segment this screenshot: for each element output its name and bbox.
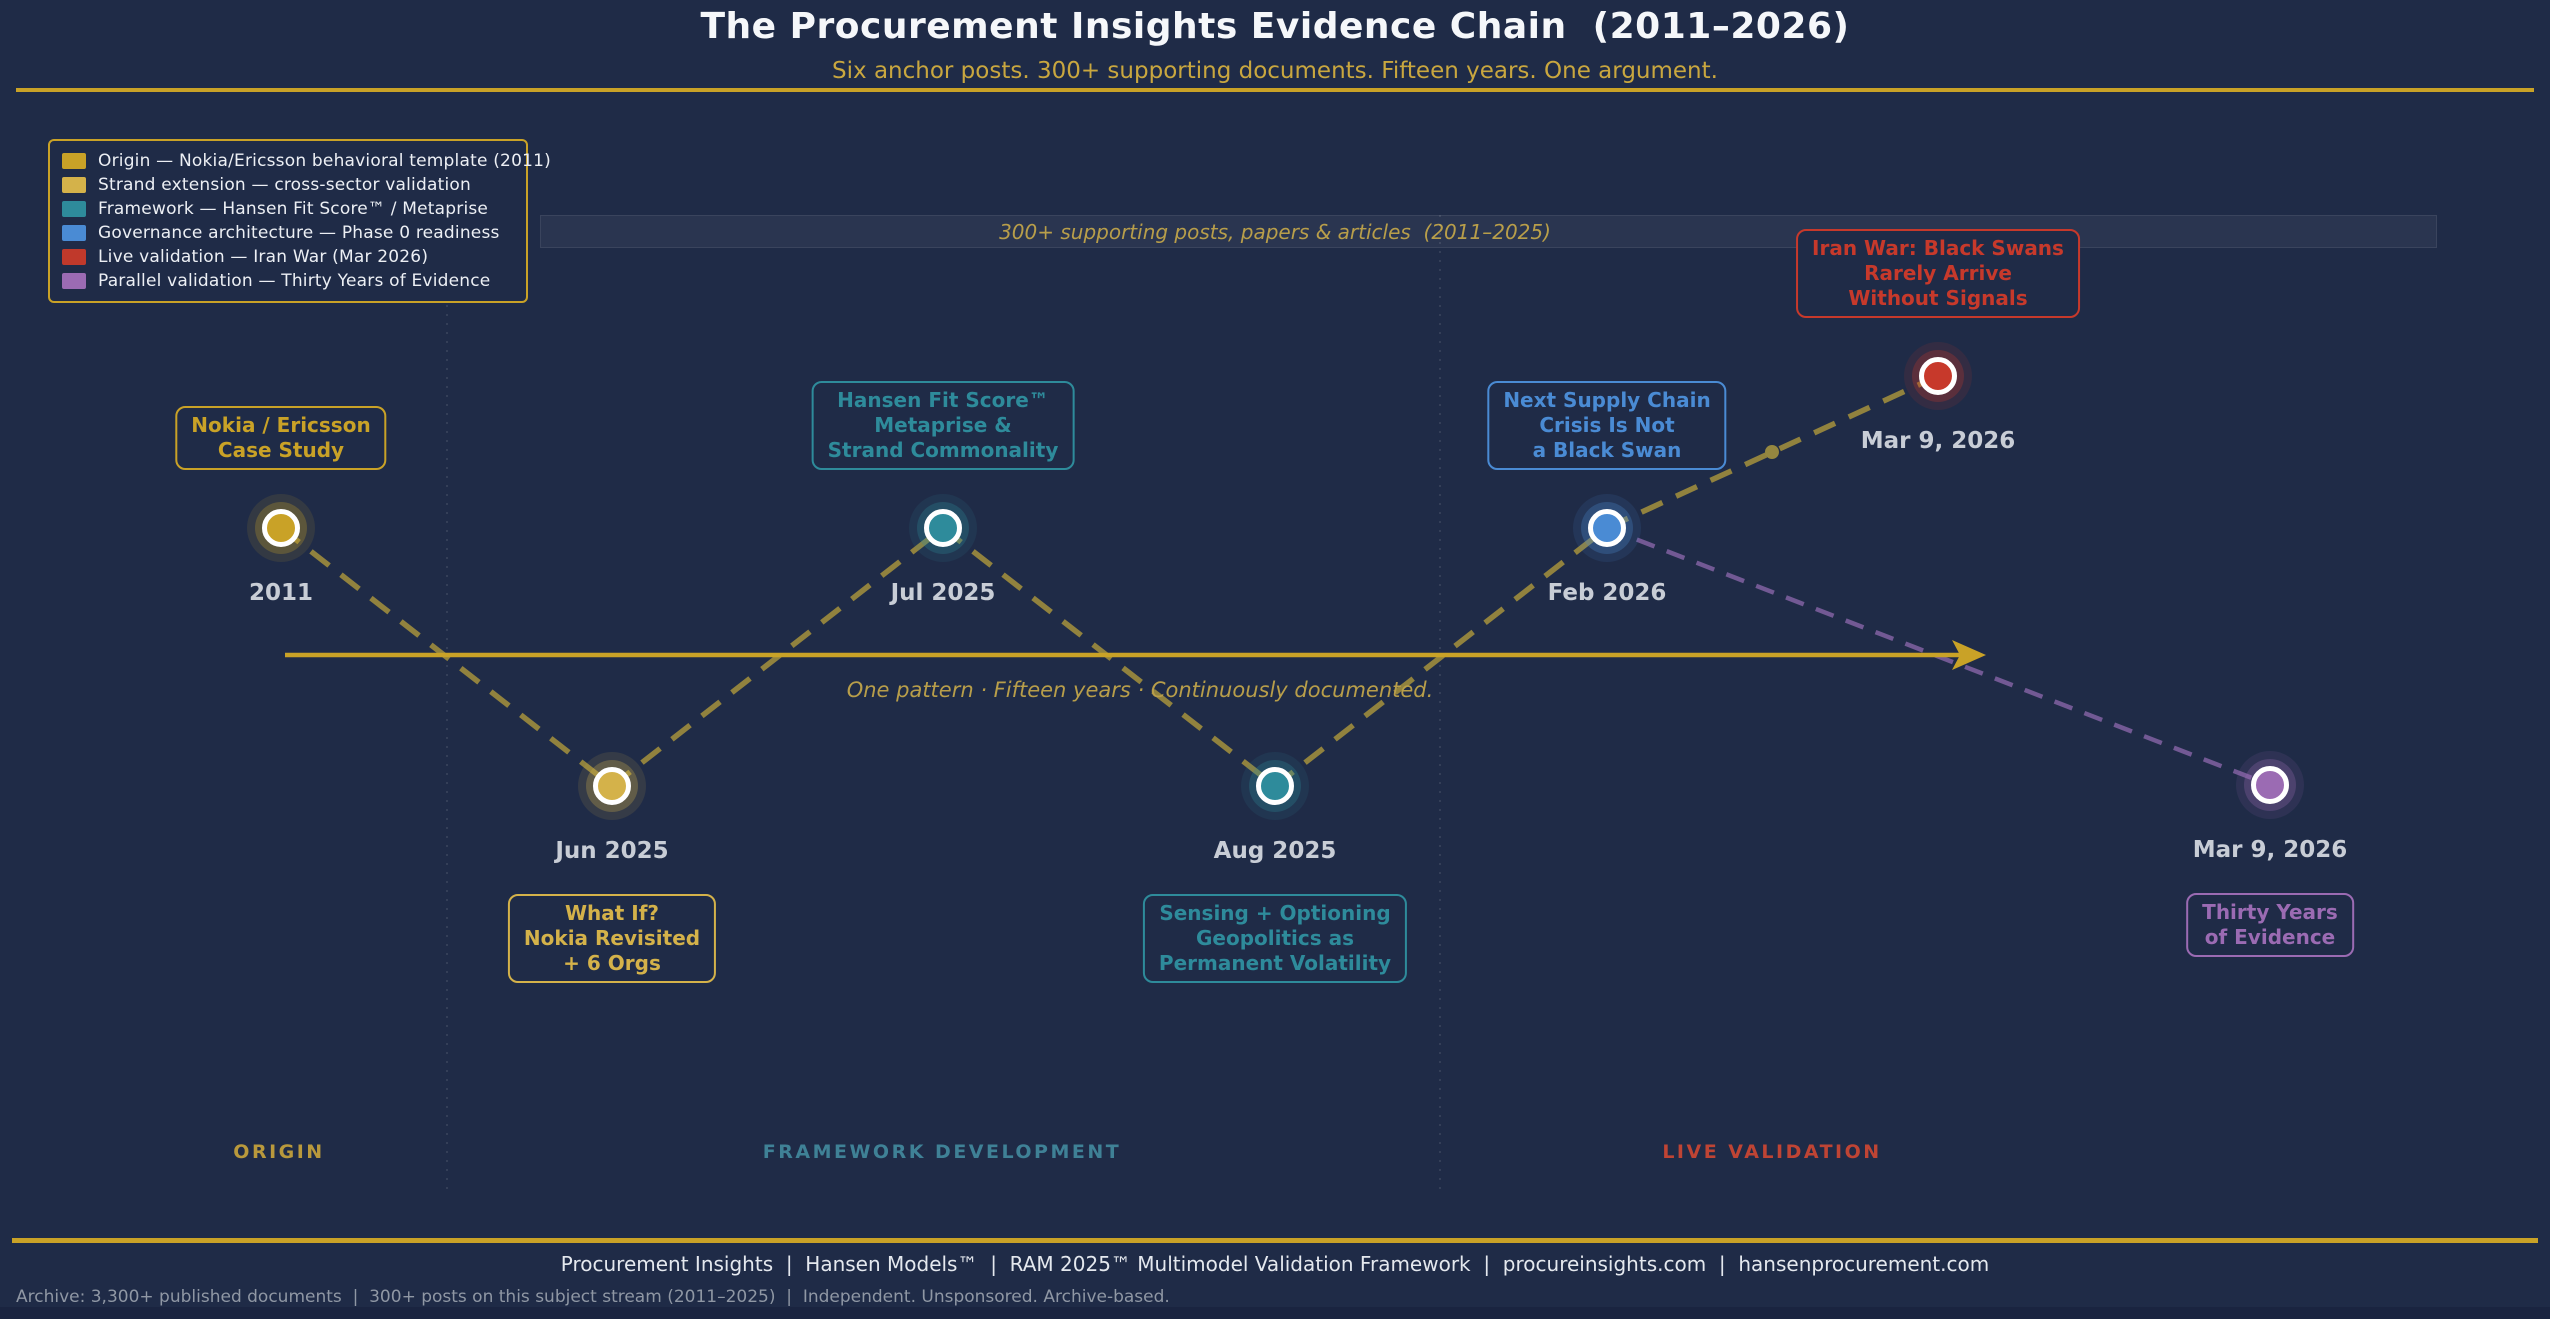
supporting-band-label: 300+ supporting posts, papers & articles… (999, 220, 1551, 244)
legend-swatch (62, 249, 86, 265)
axis-caption: One pattern · Fifteen years · Continuous… (846, 678, 1434, 702)
timeline-node-feb-2026 (1588, 509, 1626, 547)
legend-item-label: Origin — Nokia/Ericsson behavioral templ… (98, 151, 551, 171)
legend-swatch (62, 273, 86, 289)
legend-item: Live validation — Iran War (Mar 2026) (62, 245, 514, 269)
legend-item: Framework — Hansen Fit Score™ / Metapris… (62, 197, 514, 221)
timeline-node-jul-2025 (924, 509, 962, 547)
node-label-box-jul-2025: Hansen Fit Score™ Metaprise & Strand Com… (811, 381, 1075, 470)
timeline-node-jun-2025 (593, 767, 631, 805)
node-date-label-feb-2026: Feb 2026 (1547, 580, 1667, 606)
legend-box: Origin — Nokia/Ericsson behavioral templ… (48, 139, 551, 303)
timeline-node-mar-2026-thirty-years (2251, 766, 2289, 804)
supporting-band (540, 215, 2437, 248)
legend-swatch (62, 177, 86, 193)
node-label-box-origin-2011: Nokia / Ericsson Case Study (175, 406, 387, 470)
legend-item: Strand extension — cross-sector validati… (62, 173, 514, 197)
node-date-label-jun-2025: Jun 2025 (555, 838, 669, 864)
footer-archive-note: Archive: 3,300+ published documents | 30… (16, 1287, 1170, 1307)
section-label-framework-development: FRAMEWORK DEVELOPMENT (762, 1141, 1122, 1163)
footer-rule (12, 1238, 2538, 1243)
poster-title: The Procurement Insights Evidence Chain … (700, 6, 1850, 47)
node-date-label-mar-2026-iran-war: Mar 9, 2026 (1860, 428, 2016, 454)
axis-arrowhead (1952, 640, 1986, 670)
legend-item-label: Governance architecture — Phase 0 readin… (98, 223, 500, 243)
node-label-box-mar-2026-iran-war: Iran War: Black Swans Rarely Arrive With… (1796, 229, 2080, 318)
timeline-node-mar-2026-iran-war (1919, 357, 1957, 395)
legend-items: Origin — Nokia/Ericsson behavioral templ… (62, 149, 551, 293)
section-label-origin: ORIGIN (233, 1141, 325, 1163)
evidence-chain-segment (1605, 373, 1940, 531)
chain-midpoint-dot (1765, 445, 1779, 459)
node-label-box-aug-2025: Sensing + Optioning Geopolitics as Perma… (1142, 894, 1408, 983)
node-date-label-origin-2011: 2011 (248, 580, 314, 606)
timeline-node-aug-2025 (1256, 767, 1294, 805)
legend-item-label: Framework — Hansen Fit Score™ / Metapris… (98, 199, 489, 219)
legend-swatch (62, 225, 86, 241)
timeline-node-origin-2011 (262, 509, 300, 547)
legend-item-label: Live validation — Iran War (Mar 2026) (98, 247, 429, 267)
node-label-box-mar-2026-thirty-years: Thirty Years of Evidence (2186, 893, 2354, 957)
section-label-live-validation: LIVE VALIDATION (1662, 1141, 1882, 1163)
node-date-label-jul-2025: Jul 2025 (890, 580, 996, 606)
node-label-box-jun-2025: What If? Nokia Revisited + 6 Orgs (507, 894, 717, 983)
legend-item: Parallel validation — Thirty Years of Ev… (62, 269, 514, 293)
node-date-label-mar-2026-thirty-years: Mar 9, 2026 (2192, 837, 2348, 863)
footer-credits: Procurement Insights | Hansen Models™ | … (560, 1252, 1990, 1276)
legend-item-label: Strand extension — cross-sector validati… (98, 175, 471, 195)
legend-item: Governance architecture — Phase 0 readin… (62, 221, 514, 245)
node-label-box-feb-2026: Next Supply Chain Crisis Is Not a Black … (1487, 381, 1727, 470)
legend-swatch (62, 201, 86, 217)
bottom-edge-strip (0, 1307, 2550, 1319)
top-divider-rule (16, 88, 2534, 92)
poster-subtitle: Six anchor posts. 300+ supporting docume… (832, 58, 1718, 84)
node-date-label-aug-2025: Aug 2025 (1213, 838, 1337, 864)
legend-item-label: Parallel validation — Thirty Years of Ev… (98, 271, 491, 291)
legend-item: Origin — Nokia/Ericsson behavioral templ… (62, 149, 551, 173)
legend-swatch (62, 153, 86, 169)
